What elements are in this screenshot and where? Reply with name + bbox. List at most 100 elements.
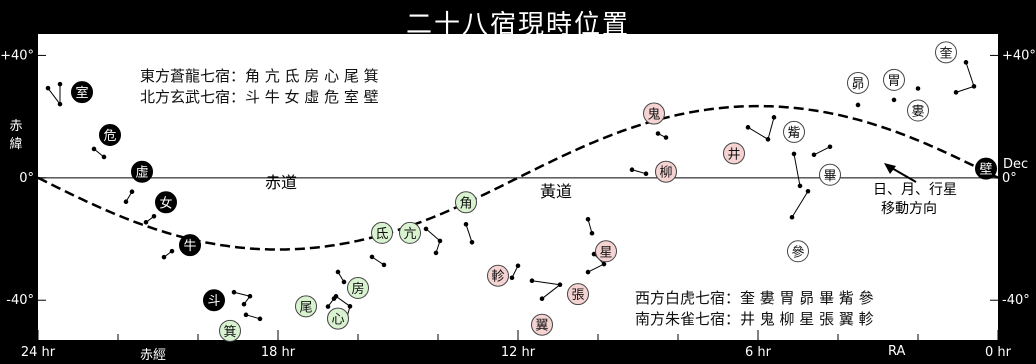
star-dot [771, 115, 777, 120]
mansion-井: 井 [723, 142, 745, 165]
mansion-奎: 奎 [935, 41, 957, 64]
mansion-虛: 虛 [131, 160, 153, 183]
star-dot [811, 152, 817, 158]
mansion-badge [399, 221, 421, 244]
ecliptic-label: 黃道 [540, 182, 572, 201]
star-dot [585, 216, 591, 222]
mansion-badge [643, 102, 665, 125]
mansion-label: 參 [791, 245, 804, 260]
mansion-badge [567, 283, 589, 306]
star-dot [891, 97, 897, 103]
mansion-label: 心 [331, 313, 344, 328]
mansion-label: 軫 [491, 269, 504, 285]
star-dot [161, 254, 167, 260]
star-dot [143, 220, 149, 225]
mansion-張: 張 [567, 283, 589, 306]
constellation-segment [767, 117, 775, 140]
mansion-label: 柳 [659, 166, 672, 181]
star-dot [585, 269, 591, 275]
mansion-參: 參 [787, 240, 809, 263]
constellation-segment [335, 295, 351, 307]
constellation-segment [425, 228, 441, 242]
star-dot [335, 269, 341, 275]
ra-tick-label: 6 hr [745, 345, 772, 360]
mansion-label: 虛 [135, 166, 148, 181]
star-dot [241, 301, 247, 307]
star-dot [855, 102, 861, 108]
ra-tick-label: 18 hr [261, 345, 296, 360]
mansion-軫: 軫 [487, 264, 509, 287]
mansion-label: 翼 [535, 319, 548, 334]
mansion-氐: 氐 [371, 221, 393, 244]
mansion-badge [219, 319, 241, 342]
equator-label: 赤道 [265, 173, 297, 192]
constellation-segment [465, 224, 473, 243]
mansion-牛: 牛 [179, 234, 201, 257]
mansion-label: 張 [571, 288, 584, 303]
mansion-label: 牛 [183, 239, 196, 254]
dec-short-label: Dec [1003, 157, 1029, 172]
mansion-badge [371, 221, 393, 244]
dec-tick-label-left: -40° [6, 293, 34, 308]
mansion-觜: 觜 [783, 120, 805, 143]
mansion-badge [295, 295, 317, 318]
constellation-segment [587, 263, 605, 273]
mansion-badge [935, 41, 957, 64]
mansion-badge [975, 157, 997, 180]
chart-panel [38, 34, 998, 340]
dec-axis-label: 赤緯 [9, 119, 23, 152]
star-dot [469, 240, 475, 245]
mansion-label: 亢 [403, 226, 416, 242]
constellation-segment [965, 62, 975, 87]
axis-tick-labels: 24 hr 18 hr 12 hr 6 hr 0 hr +40° 0° -40° +40° 0° -… [0, 48, 1036, 360]
legend-north-line: 北方玄武七宿：斗 牛 女 虛 危 室 壁 [140, 88, 379, 106]
constellation-segment [371, 256, 385, 266]
mansion-壁: 壁 [975, 157, 997, 180]
dec-tick-label-left: 0° [19, 171, 34, 186]
mansion-label: 危 [103, 129, 116, 144]
star-dot [663, 135, 669, 140]
mansion-心: 心 [327, 307, 349, 330]
mansion-label: 鬼 [647, 107, 660, 123]
constellation-segment [955, 85, 975, 93]
mansion-badge [655, 160, 677, 183]
star-dot [101, 154, 107, 160]
legend-south-line: 南方朱雀七宿：井 鬼 柳 星 張 翼 軫 [635, 310, 874, 328]
motion-note-line2: 移動方向 [881, 201, 937, 217]
mansion-label: 星 [599, 245, 612, 260]
constellation-segment [793, 153, 801, 187]
mansion-label: 奎 [939, 46, 952, 61]
constellation-segment [791, 190, 809, 218]
legend-east-line: 東方蒼龍七宿：角 亢 氐 房 心 尾 箕 [140, 67, 379, 85]
motion-direction-arrow [884, 163, 917, 183]
constellation-segment [531, 280, 561, 286]
mansion-badge [819, 163, 841, 186]
mansion-badge [787, 240, 809, 263]
mansion-危: 危 [99, 123, 121, 146]
mansion-badge [847, 71, 869, 94]
mansion-女: 女 [155, 191, 177, 214]
mansion-鬼: 鬼 [643, 102, 665, 125]
mansion-label: 角 [459, 196, 472, 211]
star-dot [1005, 180, 1011, 185]
ra-tick-label: 24 hr [21, 345, 56, 360]
ra-tick-label: 12 hr [501, 345, 536, 360]
mansion-label: 畢 [823, 169, 836, 184]
dec-tick-label-right: 0° [1002, 171, 1017, 186]
mansion-label: 尾 [299, 300, 312, 315]
mansion-角: 角 [455, 191, 477, 214]
star-dot [257, 316, 263, 322]
mansion-badge [347, 276, 369, 299]
legend-north-east: 東方蒼龍七宿：角 亢 氐 房 心 尾 箕 北方玄武七宿：斗 牛 女 虛 危 室 … [140, 66, 379, 108]
dec-tick-label-left: +40° [0, 48, 34, 63]
mansion-badge [487, 264, 509, 287]
legend-west-south: 西方白虎七宿：奎 婁 胃 昴 畢 觜 參 南方朱雀七宿：井 鬼 柳 星 張 翼 … [635, 288, 874, 330]
mansion-badge [71, 81, 93, 104]
mansion-badge [131, 160, 153, 183]
mansion-label: 房 [351, 281, 364, 297]
mansion-柳: 柳 [655, 160, 677, 183]
mansion-label: 女 [159, 195, 172, 211]
star-dot [123, 199, 129, 204]
